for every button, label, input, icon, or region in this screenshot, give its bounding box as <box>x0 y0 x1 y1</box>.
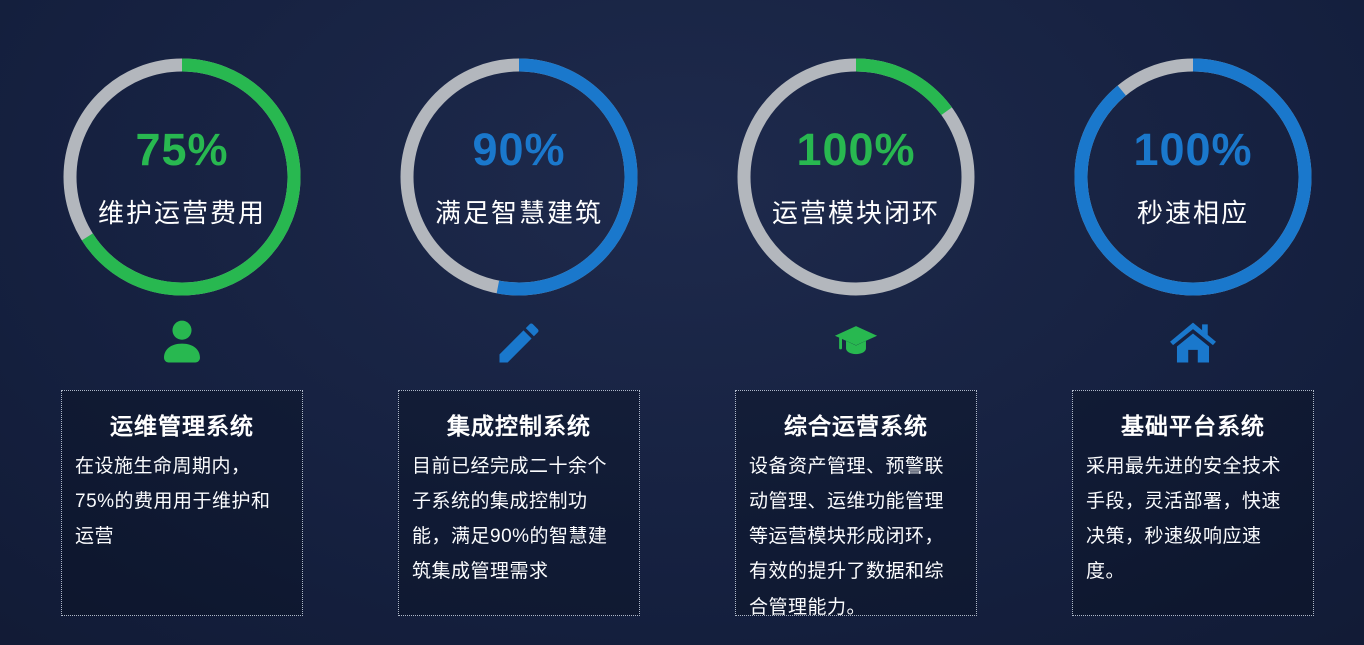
cards-row: 75% 维护运营费用 运维管理系统 在设施生命周期内，75%的费用用于维护和运营… <box>61 56 1314 618</box>
card-icon-wrap <box>493 317 545 369</box>
pencil-icon <box>499 323 539 363</box>
card-title: 基础平台系统 <box>1121 413 1265 439</box>
info-box: 运维管理系统 在设施生命周期内，75%的费用用于维护和运营 <box>61 390 303 616</box>
donut-chart-3: 100% 运营模块闭环 <box>735 56 977 298</box>
progress-ring <box>737 58 975 296</box>
user-icon <box>164 320 200 363</box>
card-icon-wrap <box>833 317 879 369</box>
card-body: 目前已经完成二十余个子系统的集成控制功能，满足90%的智慧建筑集成管理需求 <box>412 456 608 583</box>
donut-chart-4: 100% 秒速相应 <box>1072 56 1314 298</box>
card-body: 在设施生命周期内，75%的费用用于维护和运营 <box>75 456 271 548</box>
card-column-2: 90% 满足智慧建筑 集成控制系统 目前已经完成二十余个子系统的集成控制功能，满… <box>398 56 640 616</box>
progress-ring <box>400 58 638 296</box>
card-body: 设备资产管理、预警联动管理、运维功能管理等运营模块形成闭环，有效的提升了数据和综… <box>749 456 945 618</box>
donut-chart-1: 75% 维护运营费用 <box>61 56 303 298</box>
card-column-3: 100% 运营模块闭环 综合运营系统 设备资产管理、预警联动管理、运维功能管理等… <box>735 56 977 618</box>
info-box: 基础平台系统 采用最先进的安全技术手段，灵活部署，快速决策，秒速级响应速度。 <box>1072 390 1314 616</box>
card-title: 综合运营系统 <box>784 413 928 439</box>
card-body: 采用最先进的安全技术手段，灵活部署，快速决策，秒速级响应速度。 <box>1086 456 1282 583</box>
card-title: 运维管理系统 <box>110 413 254 439</box>
card-column-4: 100% 秒速相应 基础平台系统 采用最先进的安全技术手段，灵活部署，快速决策，… <box>1072 56 1314 616</box>
card-icon-wrap <box>156 317 208 369</box>
card-title: 集成控制系统 <box>447 413 591 439</box>
donut-chart-2: 90% 满足智慧建筑 <box>398 56 640 298</box>
graduation-cap-icon <box>834 326 878 355</box>
card-icon-wrap <box>1167 317 1219 369</box>
info-box: 集成控制系统 目前已经完成二十余个子系统的集成控制功能，满足90%的智慧建筑集成… <box>398 390 640 616</box>
home-icon <box>1170 322 1216 363</box>
info-box: 综合运营系统 设备资产管理、预警联动管理、运维功能管理等运营模块形成闭环，有效的… <box>735 390 977 618</box>
card-column-1: 75% 维护运营费用 运维管理系统 在设施生命周期内，75%的费用用于维护和运营 <box>61 56 303 616</box>
progress-ring <box>63 58 301 296</box>
progress-ring <box>1074 58 1312 296</box>
